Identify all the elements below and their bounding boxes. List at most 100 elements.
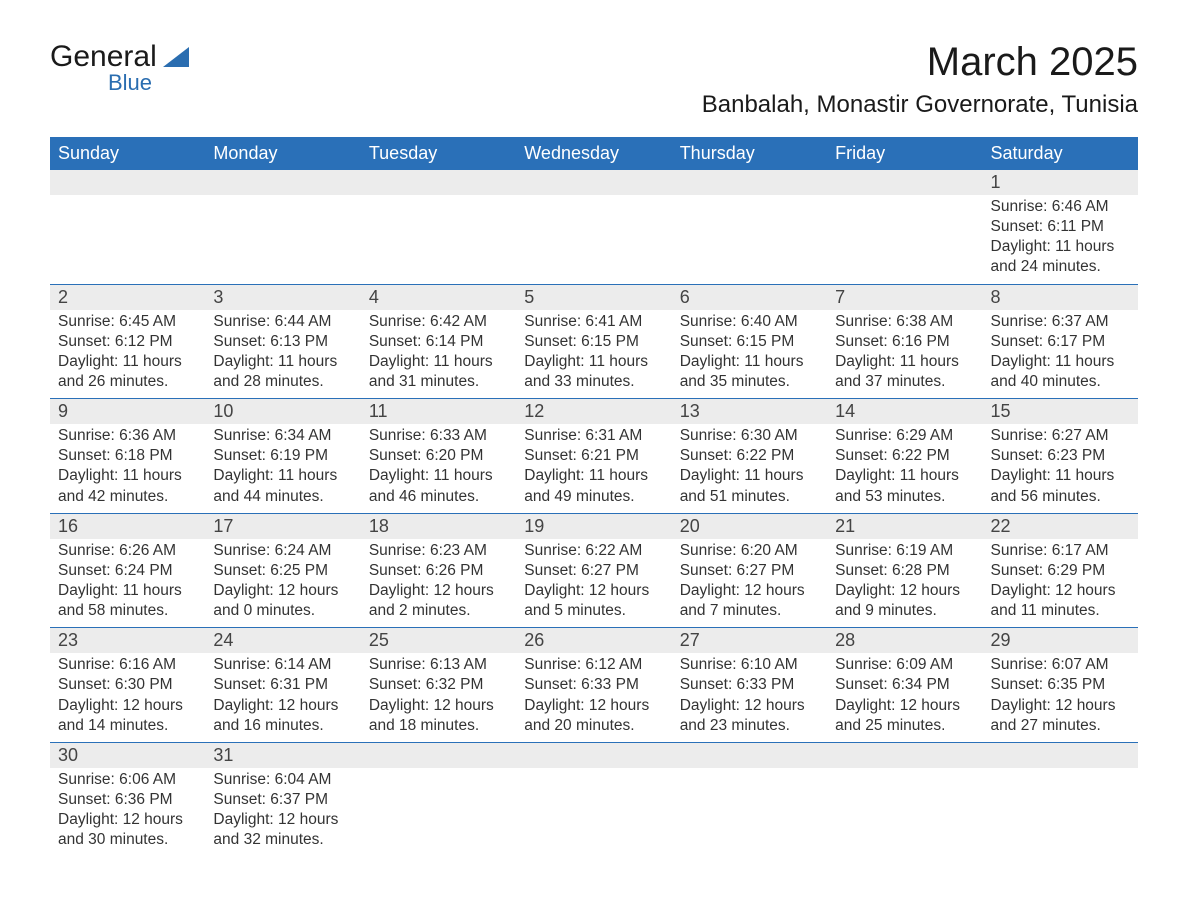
sunset-text: Sunset: 6:37 PM — [213, 790, 352, 810]
day-details-cell — [983, 768, 1138, 857]
day-number: 2 — [58, 287, 68, 307]
day-details-cell — [672, 768, 827, 857]
dl1-text: Daylight: 12 hours — [680, 696, 819, 716]
dl1-text: Daylight: 11 hours — [524, 466, 663, 486]
day-number-cell — [827, 742, 982, 768]
sunset-text: Sunset: 6:15 PM — [680, 332, 819, 352]
sunrise-text: Sunrise: 6:12 AM — [524, 655, 663, 675]
sunrise-text: Sunrise: 6:44 AM — [213, 312, 352, 332]
sunrise-text: Sunrise: 6:04 AM — [213, 770, 352, 790]
sunset-text: Sunset: 6:24 PM — [58, 561, 197, 581]
dl2-text: and 5 minutes. — [524, 601, 663, 621]
dl2-text: and 31 minutes. — [369, 372, 508, 392]
dl2-text: and 7 minutes. — [680, 601, 819, 621]
day-details-cell: Sunrise: 6:29 AMSunset: 6:22 PMDaylight:… — [827, 424, 982, 513]
sunset-text: Sunset: 6:30 PM — [58, 675, 197, 695]
day-number-cell: 28 — [827, 628, 982, 654]
day-number: 27 — [680, 630, 700, 650]
day-header: Thursday — [672, 137, 827, 170]
day-number: 13 — [680, 401, 700, 421]
sunset-text: Sunset: 6:27 PM — [680, 561, 819, 581]
day-number-cell — [827, 170, 982, 195]
day-details-cell: Sunrise: 6:34 AMSunset: 6:19 PMDaylight:… — [205, 424, 360, 513]
dl1-text: Daylight: 11 hours — [991, 466, 1130, 486]
day-number: 1 — [991, 172, 1001, 192]
day-number-cell — [983, 742, 1138, 768]
sunrise-text: Sunrise: 6:13 AM — [369, 655, 508, 675]
day-details-cell: Sunrise: 6:46 AMSunset: 6:11 PMDaylight:… — [983, 195, 1138, 284]
day-details-cell: Sunrise: 6:23 AMSunset: 6:26 PMDaylight:… — [361, 539, 516, 628]
day-number-row: 1 — [50, 170, 1138, 195]
sunrise-text: Sunrise: 6:27 AM — [991, 426, 1130, 446]
dl1-text: Daylight: 11 hours — [58, 581, 197, 601]
dl2-text: and 42 minutes. — [58, 487, 197, 507]
sunrise-text: Sunrise: 6:37 AM — [991, 312, 1130, 332]
day-number: 22 — [991, 516, 1011, 536]
day-details-cell — [516, 768, 671, 857]
day-number: 26 — [524, 630, 544, 650]
sunset-text: Sunset: 6:32 PM — [369, 675, 508, 695]
dl1-text: Daylight: 12 hours — [58, 696, 197, 716]
sunrise-text: Sunrise: 6:33 AM — [369, 426, 508, 446]
day-number: 3 — [213, 287, 223, 307]
dl2-text: and 0 minutes. — [213, 601, 352, 621]
dl1-text: Daylight: 12 hours — [835, 696, 974, 716]
sunset-text: Sunset: 6:27 PM — [524, 561, 663, 581]
day-details-cell — [827, 768, 982, 857]
dl2-text: and 28 minutes. — [213, 372, 352, 392]
day-number-cell: 22 — [983, 513, 1138, 539]
day-number-cell: 16 — [50, 513, 205, 539]
dl2-text: and 14 minutes. — [58, 716, 197, 736]
day-details-cell: Sunrise: 6:38 AMSunset: 6:16 PMDaylight:… — [827, 310, 982, 399]
dl2-text: and 35 minutes. — [680, 372, 819, 392]
day-details-cell — [827, 195, 982, 284]
day-details-cell: Sunrise: 6:31 AMSunset: 6:21 PMDaylight:… — [516, 424, 671, 513]
dl2-text: and 23 minutes. — [680, 716, 819, 736]
dl2-text: and 37 minutes. — [835, 372, 974, 392]
day-details-row: Sunrise: 6:46 AMSunset: 6:11 PMDaylight:… — [50, 195, 1138, 284]
sunrise-text: Sunrise: 6:34 AM — [213, 426, 352, 446]
day-details-cell: Sunrise: 6:12 AMSunset: 6:33 PMDaylight:… — [516, 653, 671, 742]
day-number-cell: 20 — [672, 513, 827, 539]
dl2-text: and 40 minutes. — [991, 372, 1130, 392]
day-details-cell: Sunrise: 6:19 AMSunset: 6:28 PMDaylight:… — [827, 539, 982, 628]
day-number-cell: 29 — [983, 628, 1138, 654]
day-details-cell: Sunrise: 6:16 AMSunset: 6:30 PMDaylight:… — [50, 653, 205, 742]
dl2-text: and 11 minutes. — [991, 601, 1130, 621]
day-details-cell: Sunrise: 6:13 AMSunset: 6:32 PMDaylight:… — [361, 653, 516, 742]
dl2-text: and 33 minutes. — [524, 372, 663, 392]
day-details-row: Sunrise: 6:26 AMSunset: 6:24 PMDaylight:… — [50, 539, 1138, 628]
day-number-row: 3031 — [50, 742, 1138, 768]
day-details-cell: Sunrise: 6:27 AMSunset: 6:23 PMDaylight:… — [983, 424, 1138, 513]
dl1-text: Daylight: 11 hours — [991, 237, 1130, 257]
sunset-text: Sunset: 6:26 PM — [369, 561, 508, 581]
dl1-text: Daylight: 12 hours — [58, 810, 197, 830]
month-title: March 2025 — [702, 40, 1138, 85]
day-number-cell: 6 — [672, 284, 827, 310]
day-details-row: Sunrise: 6:45 AMSunset: 6:12 PMDaylight:… — [50, 310, 1138, 399]
day-details-cell — [50, 195, 205, 284]
day-number: 25 — [369, 630, 389, 650]
dl2-text: and 30 minutes. — [58, 830, 197, 850]
day-number: 31 — [213, 745, 233, 765]
day-details-cell: Sunrise: 6:07 AMSunset: 6:35 PMDaylight:… — [983, 653, 1138, 742]
sunrise-text: Sunrise: 6:10 AM — [680, 655, 819, 675]
day-number-cell — [672, 742, 827, 768]
day-details-cell: Sunrise: 6:17 AMSunset: 6:29 PMDaylight:… — [983, 539, 1138, 628]
dl1-text: Daylight: 11 hours — [58, 352, 197, 372]
dl1-text: Daylight: 11 hours — [991, 352, 1130, 372]
day-number-cell: 26 — [516, 628, 671, 654]
dl2-text: and 32 minutes. — [213, 830, 352, 850]
sunrise-text: Sunrise: 6:24 AM — [213, 541, 352, 561]
day-number-cell — [205, 170, 360, 195]
dl1-text: Daylight: 12 hours — [213, 696, 352, 716]
dl1-text: Daylight: 11 hours — [835, 466, 974, 486]
dl1-text: Daylight: 11 hours — [524, 352, 663, 372]
day-number-cell: 13 — [672, 399, 827, 425]
dl2-text: and 2 minutes. — [369, 601, 508, 621]
day-number-cell: 10 — [205, 399, 360, 425]
sunset-text: Sunset: 6:20 PM — [369, 446, 508, 466]
day-number: 5 — [524, 287, 534, 307]
day-number: 18 — [369, 516, 389, 536]
day-details-cell: Sunrise: 6:10 AMSunset: 6:33 PMDaylight:… — [672, 653, 827, 742]
